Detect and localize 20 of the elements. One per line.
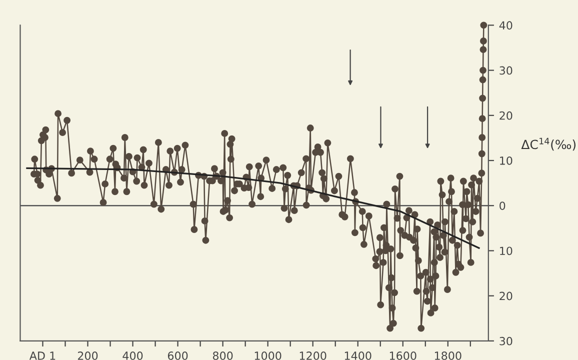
y-axis-title: ΔC$^{14}$(‰) [521, 138, 576, 151]
y-tick-label: 20 [500, 292, 512, 300]
y-tick-label: 10 [500, 156, 512, 165]
y-tick-label: 0 [500, 202, 506, 210]
x-tick-label: AD 1 [29, 352, 56, 360]
x-tick-label: 800 [212, 352, 233, 360]
y-tick-label: 20 [500, 111, 512, 120]
y-tick-label: 30 [500, 66, 512, 75]
x-tick-label: 1800 [434, 352, 462, 360]
y-tick-label: 40 [499, 21, 512, 30]
line-series [26, 167, 480, 249]
x-tick-label: 1400 [344, 352, 372, 360]
x-tick-label: 400 [122, 352, 143, 360]
x-tick-label: 200 [78, 352, 98, 360]
x-tick-label: 600 [168, 352, 188, 360]
x-tick-label: 1000 [254, 352, 282, 360]
x-tick-label: 1200 [300, 352, 326, 360]
y-tick-label: 10 [500, 246, 512, 256]
x-tick-label: 1600 [390, 352, 416, 360]
y-tick-label: 30 [500, 336, 512, 346]
